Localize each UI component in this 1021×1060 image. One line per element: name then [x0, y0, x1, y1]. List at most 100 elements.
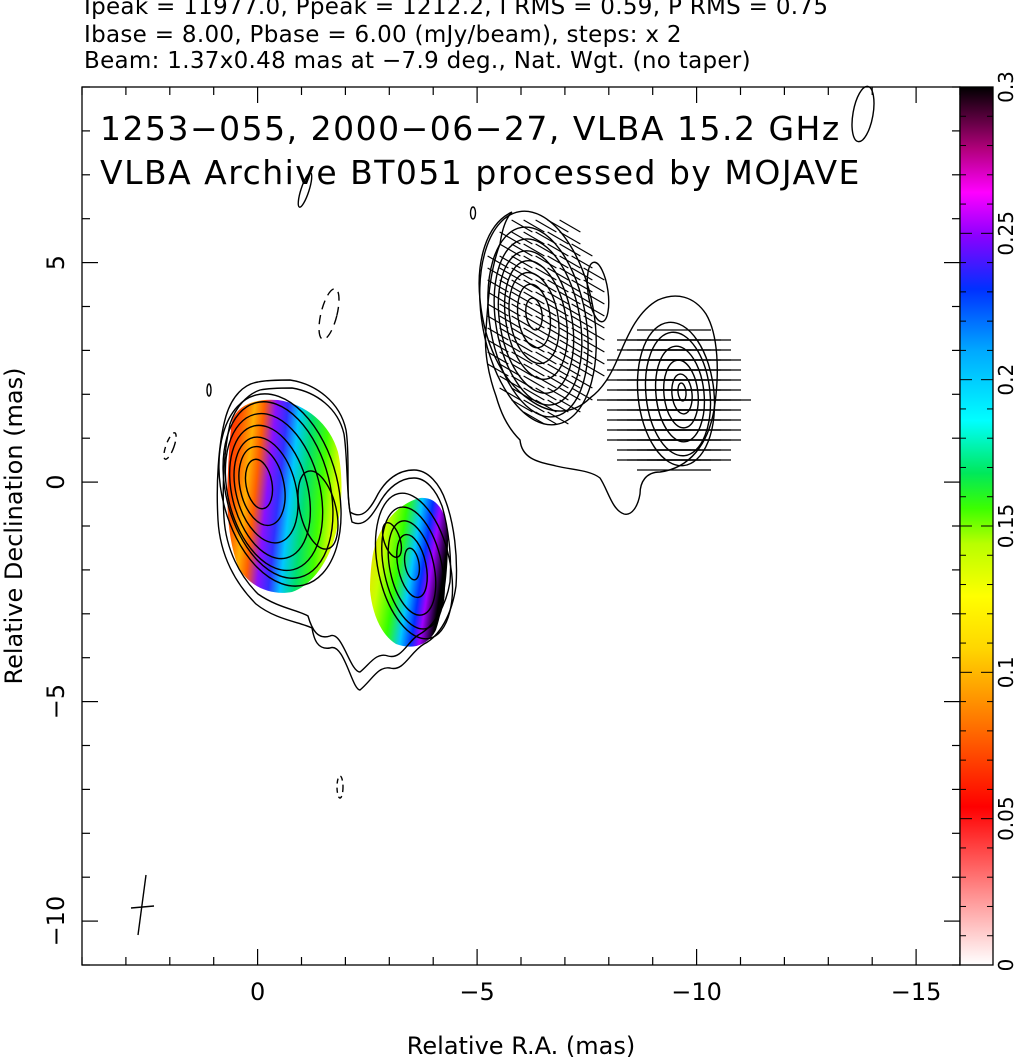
evpa-vector [571, 255, 593, 269]
colorbar-tick-labels: 0 0.05 0.1 0.15 0.2 0.25 0.3 [994, 71, 1018, 971]
evpa-vector [583, 303, 605, 317]
colorbar-tick-label: 0.1 [994, 656, 1018, 688]
evpa-vector [487, 267, 509, 281]
axis-ticks [81, 86, 961, 966]
evpa-vector [535, 255, 557, 269]
evpa-vector [547, 255, 569, 269]
evpa-vector [583, 315, 605, 329]
evpa-vector [523, 363, 545, 377]
evpa-vector [523, 387, 545, 401]
evpa-vector [499, 363, 521, 377]
evpa-vector [559, 267, 581, 281]
evpa-vector [559, 303, 581, 317]
evpa-vector [547, 399, 569, 413]
evpa-vector [511, 267, 533, 281]
evpa-vector [571, 279, 593, 293]
beam-marker [130, 874, 155, 936]
evpa-vector [559, 327, 581, 341]
evpa-vector [559, 231, 581, 245]
evpa-vector [487, 279, 509, 293]
evpa-vector [523, 351, 545, 365]
evpa-vector [487, 351, 509, 365]
evpa-vector [535, 411, 557, 425]
evpa-vector [523, 243, 545, 257]
evpa-vector [499, 231, 521, 245]
evpa-vector [583, 327, 605, 341]
y-axis-label: Relative Declination (mas) [0, 367, 28, 684]
header-beam-line: Beam: 1.37x0.48 mas at −7.9 deg., Nat. W… [84, 48, 751, 74]
evpa-vector [499, 303, 521, 317]
x-tick-labels: 0 −5 −10 −15 [250, 978, 941, 1006]
evpa-vector [583, 339, 605, 353]
evpa-vector [523, 399, 545, 413]
evpa-vector [511, 363, 533, 377]
colorbar-tick-label: 0.3 [994, 71, 1018, 103]
evpa-vector [535, 315, 557, 329]
evpa-vector [559, 339, 581, 353]
evpa-vector [511, 255, 533, 269]
evpa-vector [571, 351, 593, 365]
evpa-vector [535, 303, 557, 317]
evpa-vector [523, 267, 545, 281]
evpa-vector [559, 255, 581, 269]
y-tick-label: −10 [42, 896, 70, 947]
evpa-vector [535, 351, 557, 365]
evpa-vector [547, 339, 569, 353]
chart-subtitle: VLBA Archive BT051 processed by MOJAVE [100, 153, 861, 192]
evpa-vector [487, 291, 509, 305]
evpa-vector [511, 327, 533, 341]
evpa-vector [499, 387, 521, 401]
evpa-vector [499, 279, 521, 293]
evpa-vector [583, 279, 605, 293]
evpa-vector [547, 387, 569, 401]
evpa-vector [511, 231, 533, 245]
evpa-vector [511, 279, 533, 293]
evpa-vector [583, 351, 605, 365]
evpa-vector [535, 243, 557, 257]
evpa-vector [511, 339, 533, 353]
evpa-vector [547, 243, 569, 257]
evpa-vector [535, 231, 557, 245]
evpa-vector [547, 267, 569, 281]
colorbar-ticks [960, 86, 993, 966]
evpa-vector [571, 327, 593, 341]
evpa-vector [535, 363, 557, 377]
evpa-vector [571, 363, 593, 377]
evpa-vector [511, 303, 533, 317]
evpa-vector [523, 255, 545, 269]
evpa-vector [487, 339, 509, 353]
evpa-vector [547, 351, 569, 365]
plot-frame [81, 86, 961, 966]
evpa-vector [511, 375, 533, 389]
evpa-vector [499, 243, 521, 257]
evpa-vector [535, 267, 557, 281]
evpa-vector [523, 291, 545, 305]
evpa-vector [547, 411, 569, 425]
evpa-vector [511, 243, 533, 257]
y-tick-label: −5 [42, 684, 70, 719]
evpa-vector [487, 327, 509, 341]
colorbar-tick-label: 0.05 [994, 796, 1018, 841]
evpa-vector [487, 255, 509, 269]
evpa-vector [571, 291, 593, 305]
colorbar-tick-label: 0.15 [994, 504, 1018, 549]
evpa-vector [499, 315, 521, 329]
evpa-vector [559, 291, 581, 305]
header-stats-line: Ipeak = 11977.0, Ppeak = 1212.2, I RMS =… [84, 0, 829, 20]
x-tick-label: −5 [459, 978, 494, 1006]
evpa-vector [535, 387, 557, 401]
evpa-vector [499, 267, 521, 281]
evpa-vector [535, 279, 557, 293]
evpa-vector [523, 339, 545, 353]
evpa-vector [571, 303, 593, 317]
evpa-vector [547, 363, 569, 377]
evpa-vector [511, 387, 533, 401]
evpa-vector [559, 387, 581, 401]
evpa-vector [535, 375, 557, 389]
evpa-vector [547, 291, 569, 305]
evpa-vector [535, 339, 557, 353]
evpa-vector [559, 363, 581, 377]
x-tick-label: 0 [250, 978, 265, 1006]
evpa-vector [583, 267, 605, 281]
